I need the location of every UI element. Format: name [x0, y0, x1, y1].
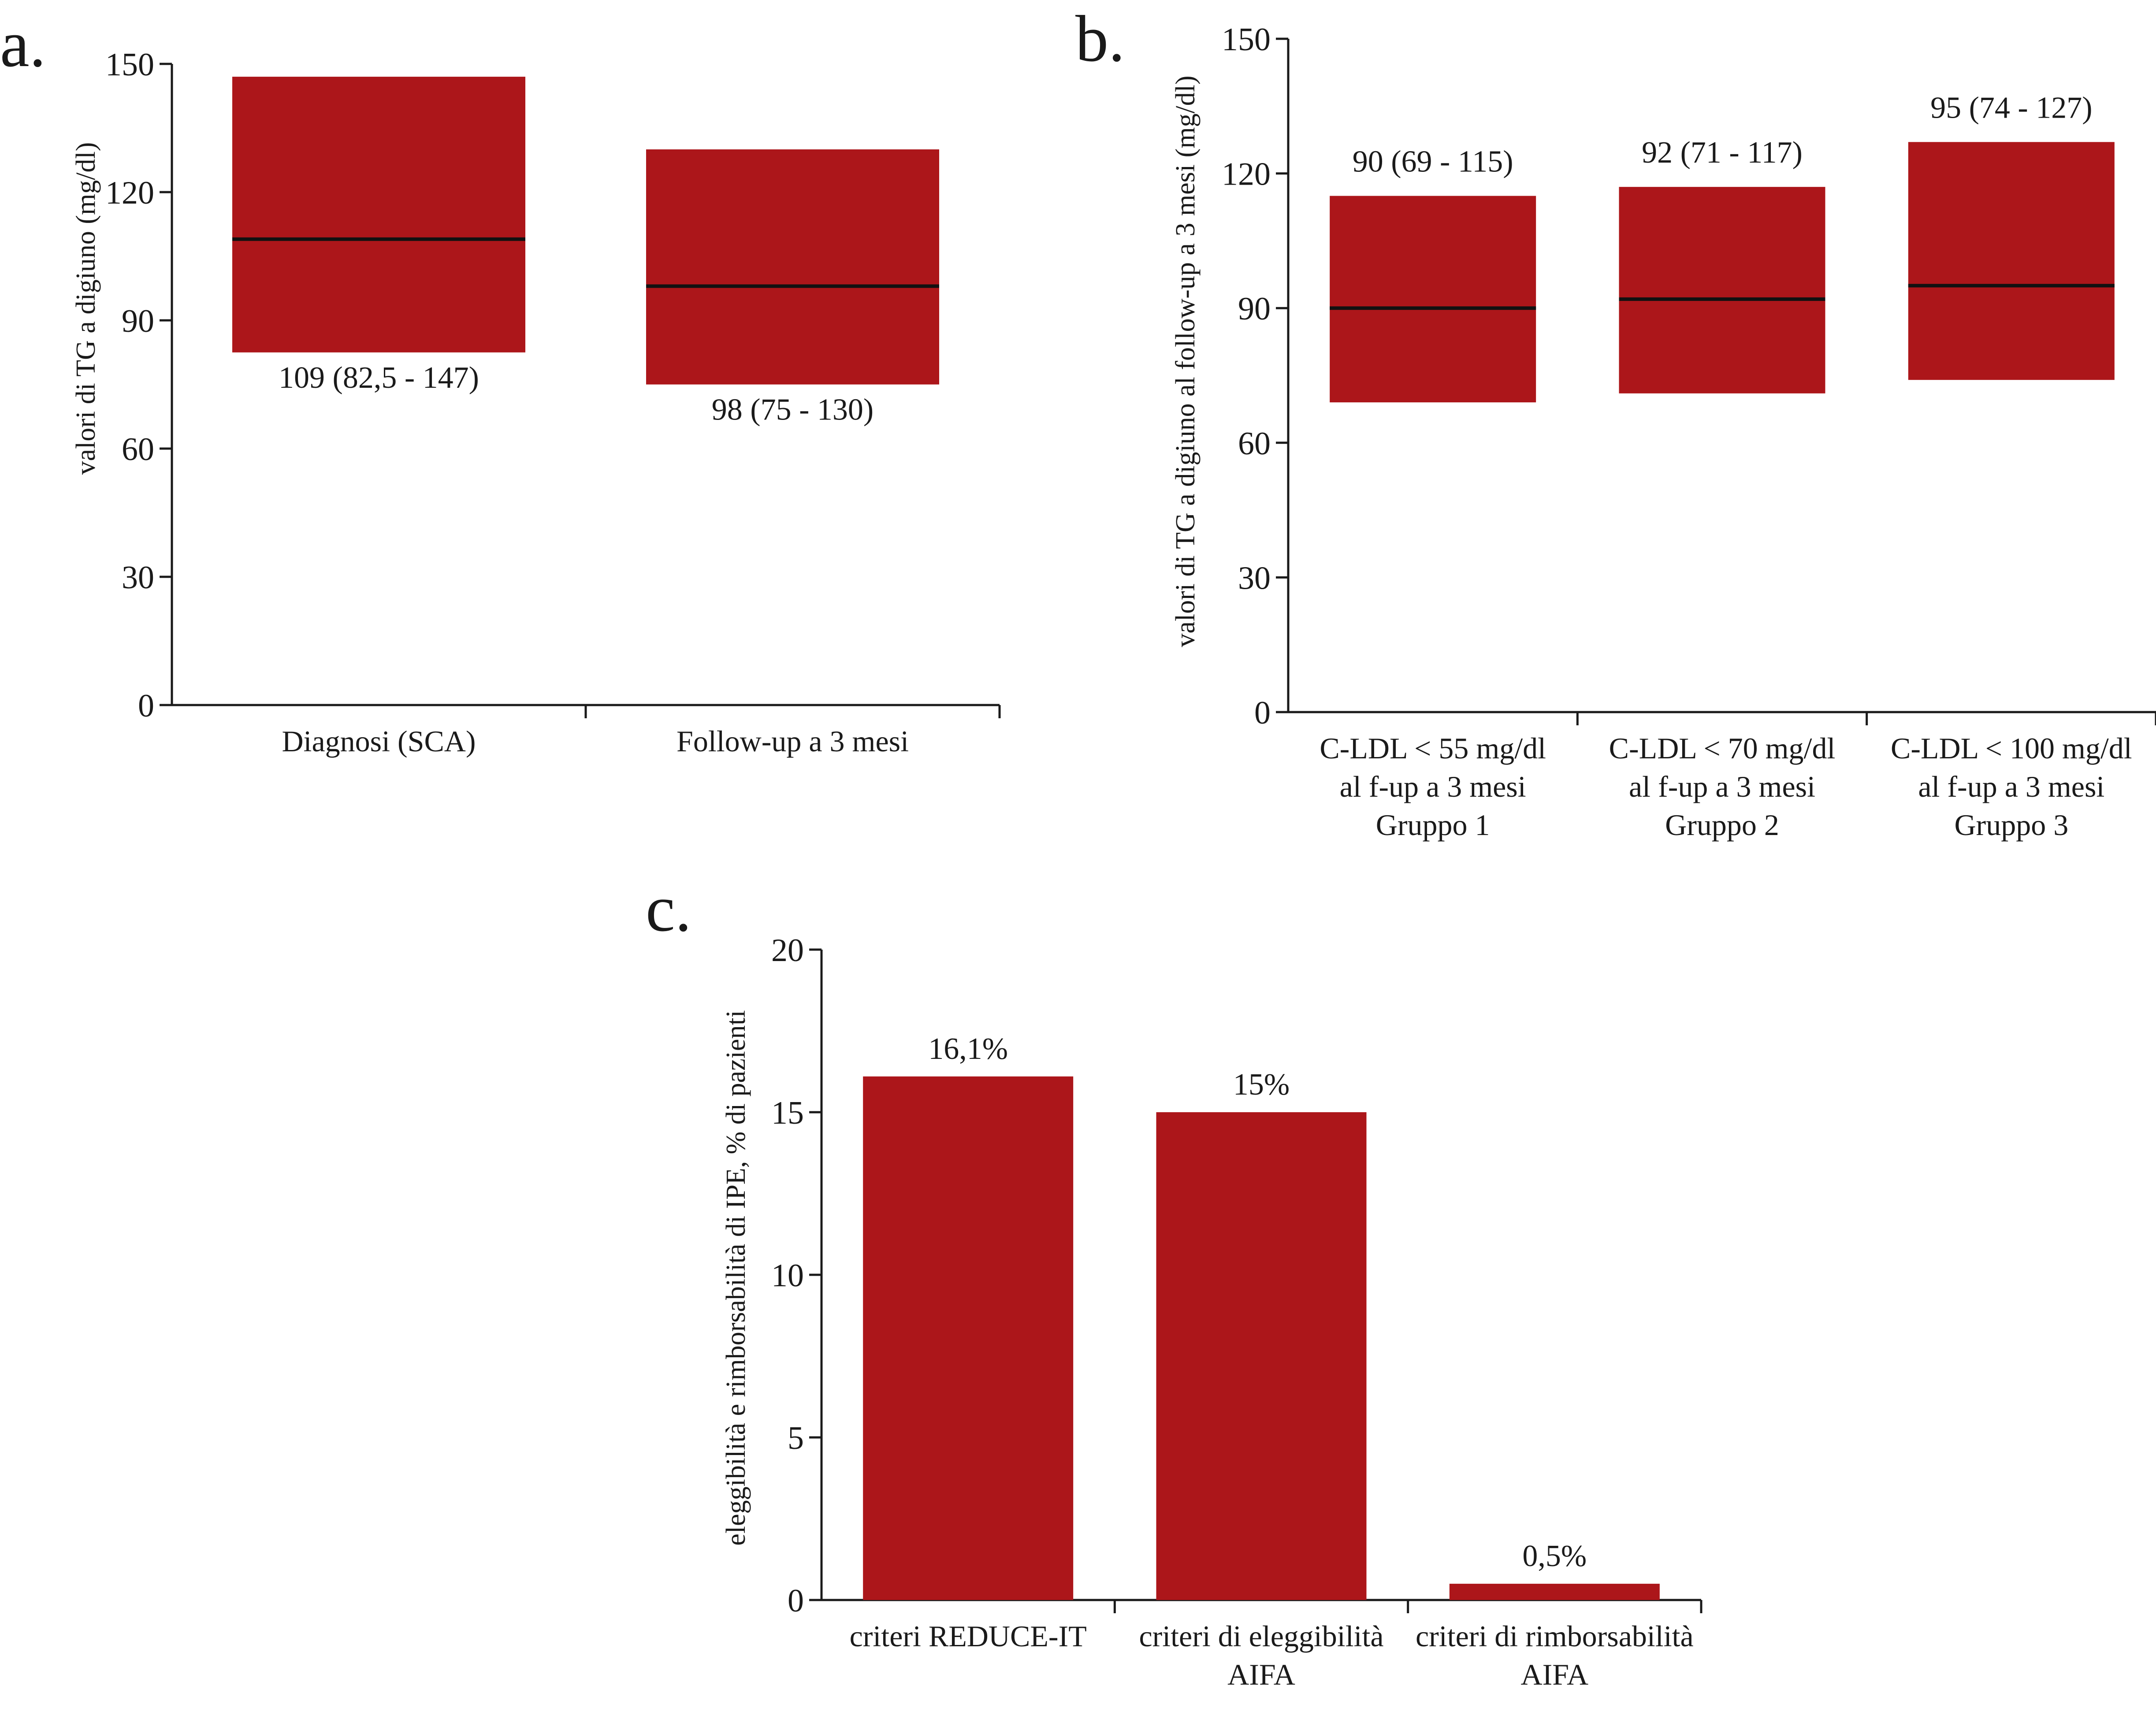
- b-y-tick-label: 0: [1254, 695, 1271, 731]
- b-iqr-box: [1330, 196, 1536, 403]
- b-category-label: Gruppo 1: [1376, 808, 1490, 842]
- c-y-tick-label: 15: [771, 1095, 804, 1131]
- a-y-tick-label: 120: [105, 175, 154, 211]
- c-category-label: criteri di eleggibilità: [1139, 1619, 1383, 1653]
- c-category-label: criteri di rimborsabilità: [1416, 1619, 1694, 1653]
- a-iqr-box: [232, 77, 525, 353]
- c-category-label: AIFA: [1227, 1658, 1295, 1691]
- panel-c-y-ticks: 0 5 10 15 20: [771, 932, 822, 1619]
- c-y-tick-label: 10: [771, 1258, 804, 1294]
- panel-a-boxes: 109 (82,5 - 147) 98 (75 - 130): [232, 77, 939, 427]
- a-category-label: Diagnosi (SCA): [282, 724, 476, 758]
- b-box-label: 92 (71 - 117): [1642, 136, 1803, 170]
- a-y-tick-label: 150: [105, 47, 154, 83]
- a-y-tick-label: 60: [122, 431, 154, 468]
- panel-a-y-axis-title: valori di TG a digiuno (mg/dl): [71, 142, 101, 475]
- panel-b-axes: [1287, 39, 2156, 725]
- a-category-label: Follow-up a 3 mesi: [677, 724, 909, 758]
- a-y-tick-label: 30: [122, 560, 154, 596]
- c-bar: [863, 1076, 1074, 1600]
- a-box-label: 98 (75 - 130): [712, 393, 874, 427]
- b-category-label: C-LDL < 70 mg/dl: [1609, 731, 1836, 765]
- panel-c-y-axis-title: eleggibilità e rimborsabilità di IPE, % …: [721, 1010, 751, 1546]
- panel-a-category-labels: Diagnosi (SCA) Follow-up a 3 mesi: [282, 724, 909, 758]
- b-iqr-box: [1908, 142, 2115, 380]
- panel-b-letter: b.: [1075, 2, 1125, 75]
- a-y-tick-label: 0: [138, 688, 154, 724]
- panel-c: c. eleggibilità e rimborsabilità di IPE,…: [646, 872, 1702, 1691]
- b-y-tick-label: 150: [1222, 22, 1271, 58]
- b-category-label: al f-up a 3 mesi: [1340, 770, 1526, 803]
- c-y-tick-label: 5: [788, 1420, 804, 1456]
- panel-a-letter: a.: [0, 7, 46, 81]
- c-y-tick-label: 20: [771, 932, 804, 969]
- c-bar: [1449, 1584, 1660, 1600]
- b-y-tick-label: 60: [1238, 426, 1271, 462]
- c-bar-value-label: 0,5%: [1522, 1539, 1587, 1573]
- panel-b-y-ticks: 0 30 60 90 120 150: [1222, 22, 1288, 731]
- b-category-label: Gruppo 2: [1665, 808, 1779, 842]
- b-y-tick-label: 120: [1222, 156, 1271, 193]
- panel-c-bars: 16,1% 15% 0,5%: [863, 1032, 1660, 1600]
- panel-c-letter: c.: [646, 872, 691, 945]
- a-y-tick-label: 90: [122, 303, 154, 339]
- c-bar: [1156, 1112, 1367, 1600]
- b-box-label: 90 (69 - 115): [1353, 145, 1513, 179]
- panel-a-axes: [171, 64, 1001, 718]
- b-category-label: C-LDL < 55 mg/dl: [1320, 731, 1546, 765]
- panel-b-category-labels: C-LDL < 55 mg/dl al f-up a 3 mesi Gruppo 1…: [1320, 731, 2132, 842]
- panel-c-category-labels: criteri REDUCE-IT criteri di eleggibilità…: [850, 1619, 1694, 1691]
- b-y-tick-label: 90: [1238, 291, 1271, 327]
- b-box-label: 95 (74 - 127): [1930, 91, 2092, 125]
- panel-a: a. valori di TG a digiuno (mg/dl) 0 30 60 9…: [0, 7, 1001, 758]
- panel-a-y-ticks: 0 30 60 90 120 150: [105, 47, 172, 724]
- b-category-label: Gruppo 3: [1954, 808, 2068, 842]
- panel-b-boxes: 90 (69 - 115) 92 (71 - 117) 95 (74 - 127): [1330, 91, 2115, 403]
- a-box-label: 109 (82,5 - 147): [279, 361, 479, 395]
- c-y-tick-label: 0: [788, 1583, 804, 1619]
- panel-b: b. valori di TG a digiuno al follow-up a…: [1075, 2, 2156, 842]
- b-category-label: al f-up a 3 mesi: [1918, 770, 2104, 803]
- a-iqr-box: [646, 149, 939, 385]
- c-category-label: criteri REDUCE-IT: [850, 1619, 1087, 1653]
- b-y-tick-label: 30: [1238, 560, 1271, 596]
- b-category-label: C-LDL < 100 mg/dl: [1891, 731, 2132, 765]
- panel-b-y-axis-title: valori di TG a digiuno al follow-up a 3 …: [1171, 75, 1201, 647]
- c-bar-value-label: 15%: [1233, 1068, 1290, 1102]
- c-bar-value-label: 16,1%: [928, 1032, 1008, 1066]
- b-iqr-box: [1619, 187, 1825, 394]
- c-category-label: AIFA: [1521, 1658, 1589, 1691]
- b-category-label: al f-up a 3 mesi: [1629, 770, 1815, 803]
